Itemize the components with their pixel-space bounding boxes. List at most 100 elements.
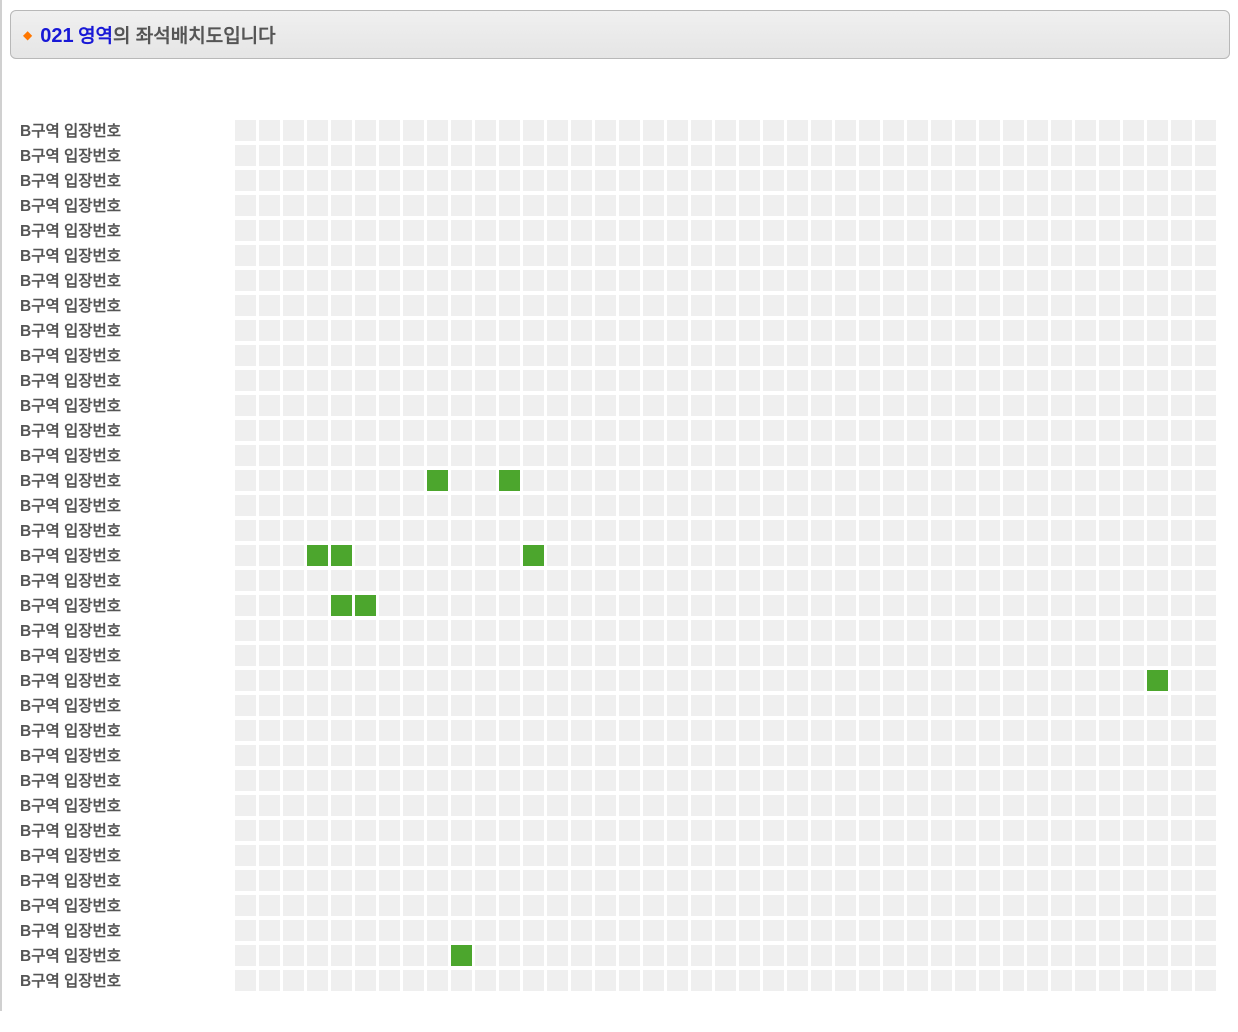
- seat[interactable]: [835, 370, 856, 391]
- seat[interactable]: [235, 695, 256, 716]
- seat[interactable]: [979, 420, 1000, 441]
- seat[interactable]: [283, 445, 304, 466]
- seat[interactable]: [1099, 445, 1120, 466]
- seat[interactable]: [667, 220, 688, 241]
- seat[interactable]: [499, 445, 520, 466]
- seat[interactable]: [1075, 695, 1096, 716]
- seat[interactable]: [379, 645, 400, 666]
- seat[interactable]: [259, 970, 280, 991]
- seat[interactable]: [691, 770, 712, 791]
- seat[interactable]: [883, 520, 904, 541]
- seat[interactable]: [571, 745, 592, 766]
- seat[interactable]: [475, 445, 496, 466]
- seat[interactable]: [403, 220, 424, 241]
- seat[interactable]: [1027, 645, 1048, 666]
- seat[interactable]: [427, 870, 448, 891]
- seat[interactable]: [739, 220, 760, 241]
- seat[interactable]: [355, 120, 376, 141]
- seat[interactable]: [307, 470, 328, 491]
- seat[interactable]: [523, 720, 544, 741]
- seat[interactable]: [307, 220, 328, 241]
- seat[interactable]: [235, 195, 256, 216]
- seat[interactable]: [259, 245, 280, 266]
- seat[interactable]: [763, 270, 784, 291]
- seat[interactable]: [235, 970, 256, 991]
- seat[interactable]: [1075, 745, 1096, 766]
- seat[interactable]: [1195, 245, 1216, 266]
- seat[interactable]: [547, 345, 568, 366]
- seat[interactable]: [907, 220, 928, 241]
- seat[interactable]: [859, 395, 880, 416]
- seat[interactable]: [667, 470, 688, 491]
- seat[interactable]: [1147, 370, 1168, 391]
- seat[interactable]: [667, 670, 688, 691]
- seat[interactable]: [1051, 495, 1072, 516]
- seat[interactable]: [763, 695, 784, 716]
- seat[interactable]: [1003, 495, 1024, 516]
- seat[interactable]: [1027, 695, 1048, 716]
- seat[interactable]: [235, 770, 256, 791]
- seat[interactable]: [259, 145, 280, 166]
- seat[interactable]: [1171, 520, 1192, 541]
- seat[interactable]: [835, 145, 856, 166]
- seat[interactable]: [259, 570, 280, 591]
- seat[interactable]: [1195, 370, 1216, 391]
- seat[interactable]: [427, 495, 448, 516]
- seat[interactable]: [235, 220, 256, 241]
- seat[interactable]: [571, 595, 592, 616]
- seat[interactable]: [1171, 595, 1192, 616]
- seat[interactable]: [427, 545, 448, 566]
- seat[interactable]: [1075, 945, 1096, 966]
- seat[interactable]: [499, 270, 520, 291]
- seat[interactable]: [811, 295, 832, 316]
- seat[interactable]: [883, 570, 904, 591]
- seat[interactable]: [571, 720, 592, 741]
- seat[interactable]: [1027, 570, 1048, 591]
- seat[interactable]: [283, 920, 304, 941]
- seat[interactable]: [523, 745, 544, 766]
- seat[interactable]: [787, 745, 808, 766]
- seat[interactable]: [907, 195, 928, 216]
- seat[interactable]: [1195, 545, 1216, 566]
- seat[interactable]: [1171, 920, 1192, 941]
- seat[interactable]: [931, 495, 952, 516]
- seat[interactable]: [763, 145, 784, 166]
- seat[interactable]: [1147, 895, 1168, 916]
- seat[interactable]: [523, 570, 544, 591]
- seat[interactable]: [667, 345, 688, 366]
- seat[interactable]: [547, 220, 568, 241]
- seat[interactable]: [259, 345, 280, 366]
- seat[interactable]: [715, 420, 736, 441]
- seat[interactable]: [1195, 720, 1216, 741]
- seat[interactable]: [763, 895, 784, 916]
- seat[interactable]: [811, 470, 832, 491]
- seat[interactable]: [619, 945, 640, 966]
- seat[interactable]: [235, 420, 256, 441]
- seat[interactable]: [715, 370, 736, 391]
- seat[interactable]: [691, 420, 712, 441]
- seat[interactable]: [499, 420, 520, 441]
- seat[interactable]: [283, 545, 304, 566]
- seat[interactable]: [1123, 345, 1144, 366]
- seat[interactable]: [451, 170, 472, 191]
- seat[interactable]: [523, 445, 544, 466]
- seat[interactable]: [1123, 295, 1144, 316]
- seat[interactable]: [787, 470, 808, 491]
- seat[interactable]: [763, 845, 784, 866]
- seat[interactable]: [859, 370, 880, 391]
- seat[interactable]: [763, 345, 784, 366]
- seat[interactable]: [1051, 145, 1072, 166]
- seat[interactable]: [595, 895, 616, 916]
- seat[interactable]: [1171, 245, 1192, 266]
- seat[interactable]: [1123, 195, 1144, 216]
- seat[interactable]: [499, 595, 520, 616]
- seat[interactable]: [571, 370, 592, 391]
- seat[interactable]: [859, 145, 880, 166]
- seat[interactable]: [1027, 720, 1048, 741]
- seat[interactable]: [811, 270, 832, 291]
- seat[interactable]: [1171, 295, 1192, 316]
- seat[interactable]: [451, 620, 472, 641]
- seat[interactable]: [1099, 845, 1120, 866]
- seat[interactable]: [763, 945, 784, 966]
- seat[interactable]: [1147, 295, 1168, 316]
